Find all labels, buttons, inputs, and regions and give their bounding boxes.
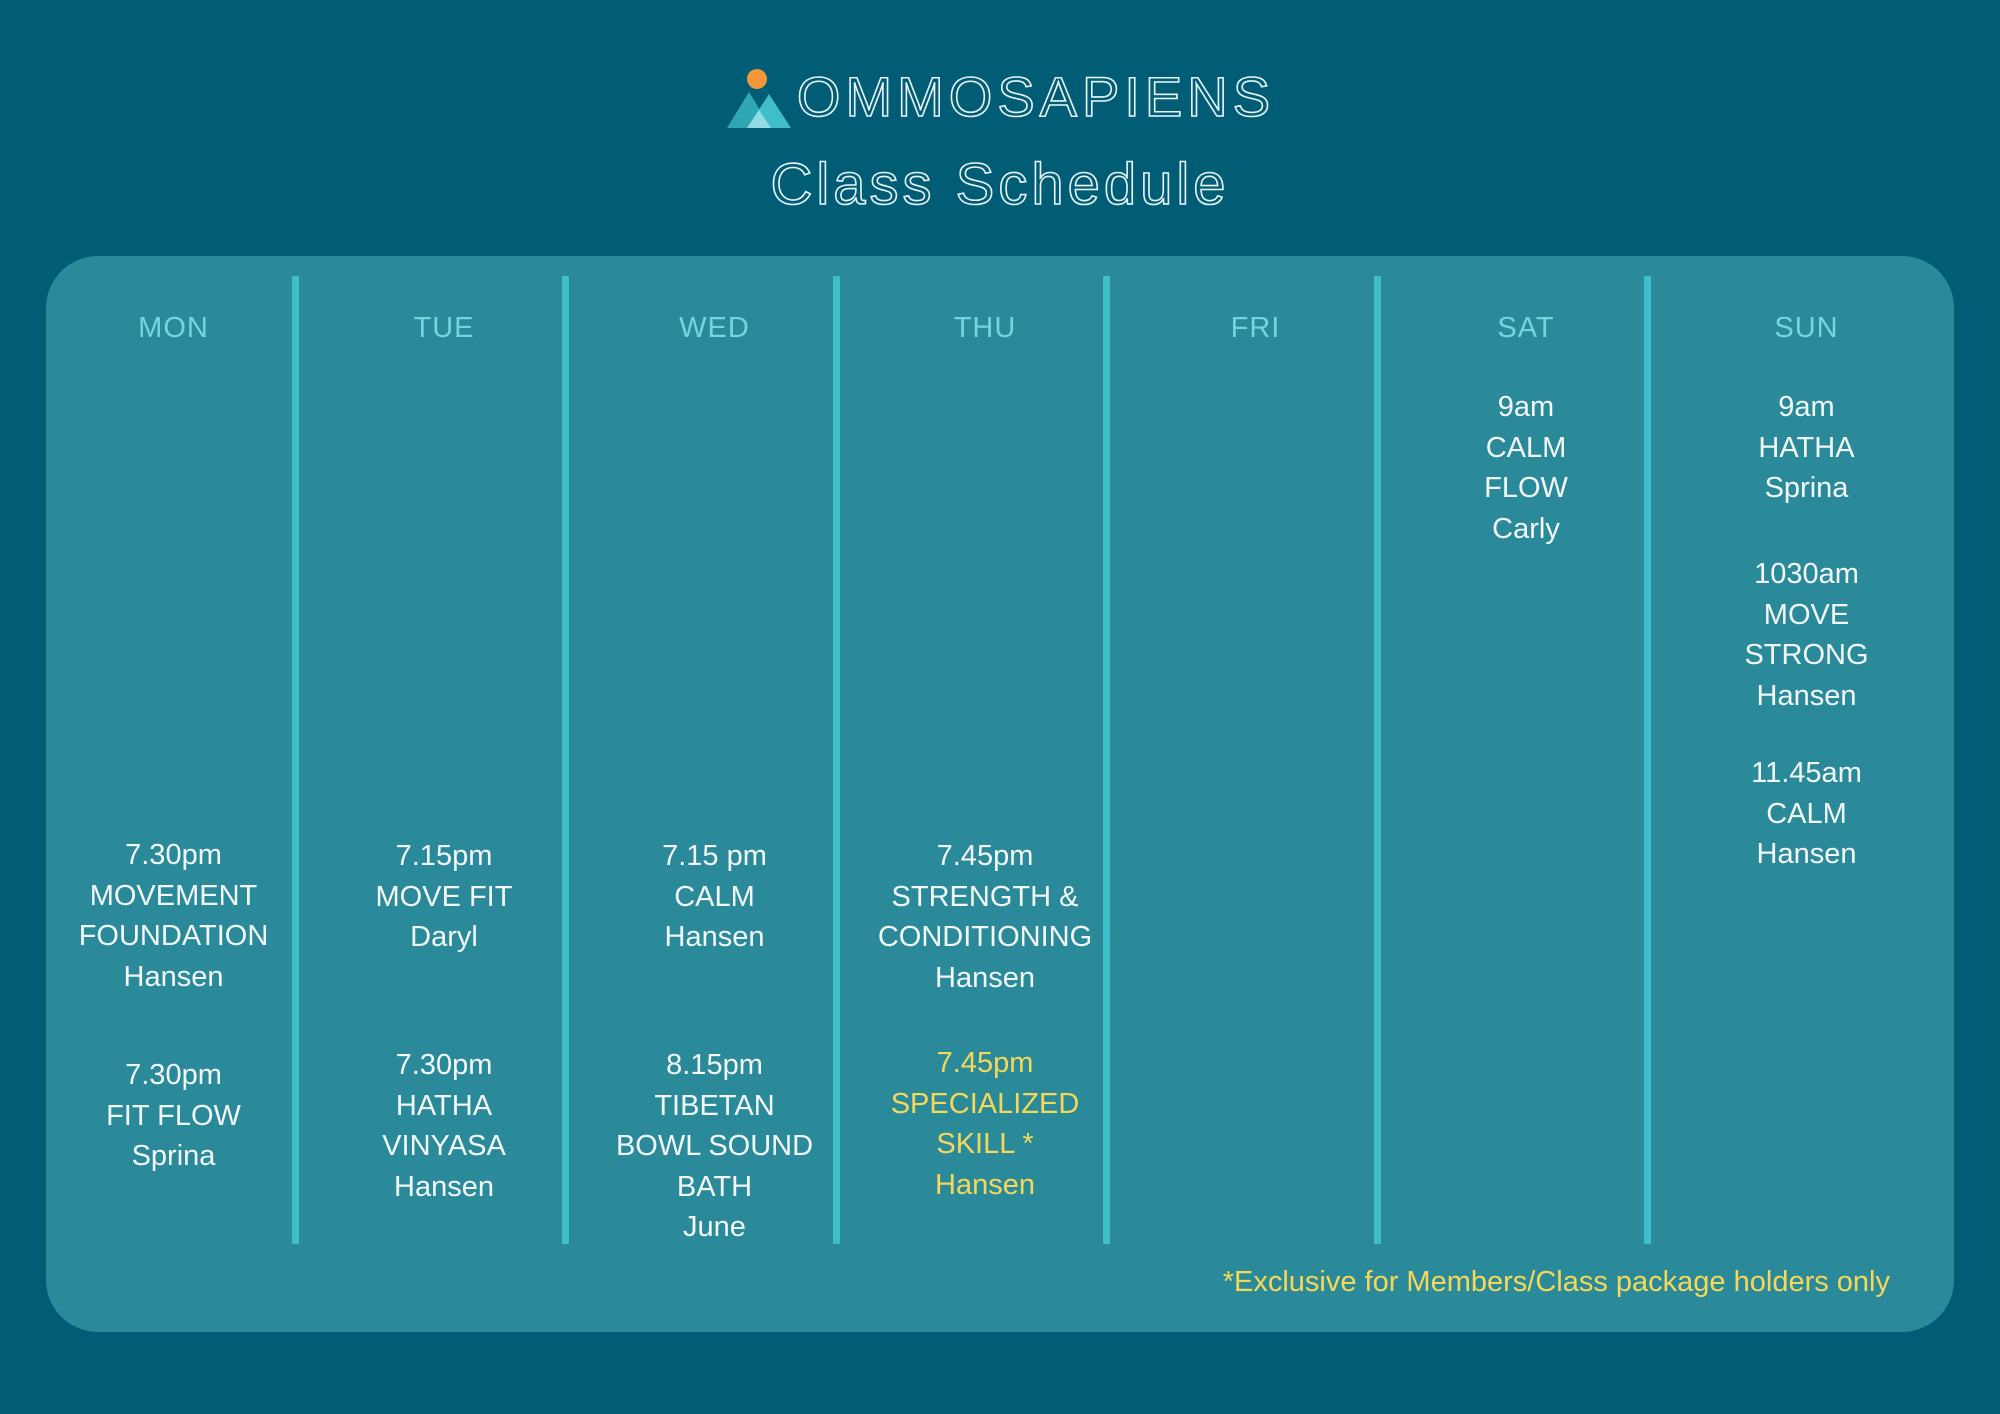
column-divider	[1374, 276, 1381, 1244]
class-entry: 7.45pm SPECIALIZED SKILL * Hansen	[868, 1043, 1103, 1205]
class-instructor: Hansen	[935, 1168, 1035, 1201]
class-time: 8.15pm	[666, 1049, 763, 1081]
brand-logo: OMMOSAPIENS	[0, 66, 2000, 128]
class-entry: 9am CALM FLOW Carly	[1409, 387, 1644, 549]
class-name: MOVE	[1763, 598, 1850, 631]
class-entry: 7.45pm STRENGTH & CONDITIONING Hansen	[868, 836, 1103, 998]
class-entry: 9am HATHA Sprina	[1689, 387, 1924, 509]
day-header: SAT	[1497, 312, 1555, 344]
class-time: 7.15pm	[395, 840, 493, 872]
class-instructor: June	[683, 1211, 746, 1243]
class-name: STRONG	[1744, 639, 1869, 671]
class-name: CALM	[674, 880, 755, 913]
class-name: CONDITIONING	[877, 921, 1093, 953]
class-time: 7.30pm	[395, 1049, 493, 1081]
class-entry: 11.45am CALM Hansen	[1689, 753, 1924, 875]
day-column-tue: TUE 7.15pm MOVE FIT Daryl 7.30pm HATHA VINYASA…	[327, 256, 562, 1256]
day-header: FRI	[1230, 312, 1281, 344]
class-name: BATH	[676, 1170, 753, 1203]
class-name: HATHA	[1758, 431, 1855, 464]
class-instructor: Hansen	[664, 921, 765, 953]
class-entry: 7.15pm MOVE FIT Daryl	[327, 836, 562, 958]
class-name: TIBETAN	[654, 1089, 775, 1122]
class-instructor: Sprina	[131, 1140, 216, 1172]
class-instructor: Hansen	[123, 960, 224, 993]
footnote: *Exclusive for Members/Class package hol…	[1222, 1266, 1890, 1298]
day-column-wed: WED 7.15 pm CALM Hansen 8.15pm TIBETAN BOWL SO…	[597, 256, 832, 1256]
class-instructor: Daryl	[410, 921, 478, 953]
day-column-thu: THU 7.45pm STRENGTH & CONDITIONING Hansen 7.4…	[868, 256, 1103, 1256]
class-name: VINYASA	[382, 1130, 506, 1162]
class-entry: 8.15pm TIBETAN BOWL SOUND BATH June	[597, 1045, 832, 1248]
class-instructor: Sprina	[1764, 472, 1849, 504]
day-header: THU	[953, 312, 1017, 344]
column-divider	[833, 276, 840, 1244]
class-instructor: Hansen	[1756, 838, 1857, 870]
class-time: 7.30pm	[125, 1059, 222, 1091]
day-header: WED	[679, 312, 750, 344]
class-time: 7.30pm	[125, 839, 222, 871]
class-time: 9am	[1497, 391, 1555, 423]
day-column-sat: SAT 9am CALM FLOW Carly	[1409, 256, 1644, 1256]
page-title: Class Schedule	[770, 151, 1230, 218]
column-divider	[1103, 276, 1110, 1244]
day-column-fri: FRI	[1138, 256, 1373, 1256]
class-name: HATHA	[395, 1089, 493, 1122]
class-name: STRENGTH &	[891, 880, 1079, 913]
mountain-sun-icon	[726, 69, 791, 128]
class-name: MOVEMENT	[89, 879, 258, 912]
brand-name: OMMOSAPIENS	[796, 65, 1276, 128]
class-time: 9am	[1778, 391, 1835, 423]
class-name: BOWL SOUND	[615, 1130, 814, 1162]
class-instructor: Hansen	[1756, 679, 1857, 712]
class-name: SKILL *	[936, 1128, 1034, 1160]
column-divider	[292, 276, 299, 1244]
class-time: 11.45am	[1751, 757, 1862, 789]
class-name: MOVE FIT	[375, 880, 513, 913]
class-instructor: Hansen	[394, 1170, 494, 1203]
class-time: 7.15 pm	[662, 840, 767, 872]
class-entry: 7.30pm MOVEMENT FOUNDATION Hansen	[56, 835, 291, 997]
class-name: CALM	[1766, 797, 1847, 830]
class-name: FIT FLOW	[106, 1099, 241, 1132]
column-divider	[562, 276, 569, 1244]
day-header: SUN	[1774, 312, 1839, 344]
class-name: CALM	[1485, 431, 1567, 464]
class-instructor: Hansen	[935, 961, 1035, 994]
class-entry: 7.30pm HATHA VINYASA Hansen	[327, 1045, 562, 1207]
schedule-panel: *Exclusive for Members/Class package hol…	[46, 256, 1954, 1332]
class-name: FLOW	[1484, 472, 1568, 504]
class-name: FOUNDATION	[78, 920, 269, 952]
class-time: 7.45pm	[936, 840, 1034, 872]
day-column-sun: SUN 9am HATHA Sprina 1030am MOVE STRONG Hansen 1…	[1689, 256, 1924, 1256]
class-time: 1030am	[1754, 558, 1859, 590]
day-column-mon: MON 7.30pm MOVEMENT FOUNDATION Hansen 7.30pm F…	[56, 256, 291, 1256]
class-instructor: Carly	[1492, 512, 1560, 545]
class-entry: 7.15 pm CALM Hansen	[597, 836, 832, 958]
column-divider	[1644, 276, 1651, 1244]
day-header: MON	[138, 312, 209, 344]
day-header: TUE	[413, 312, 475, 344]
class-name: SPECIALIZED	[890, 1087, 1080, 1120]
class-entry: 1030am MOVE STRONG Hansen	[1689, 554, 1924, 716]
class-time: 7.45pm	[936, 1047, 1034, 1079]
class-entry: 7.30pm FIT FLOW Sprina	[56, 1055, 291, 1177]
